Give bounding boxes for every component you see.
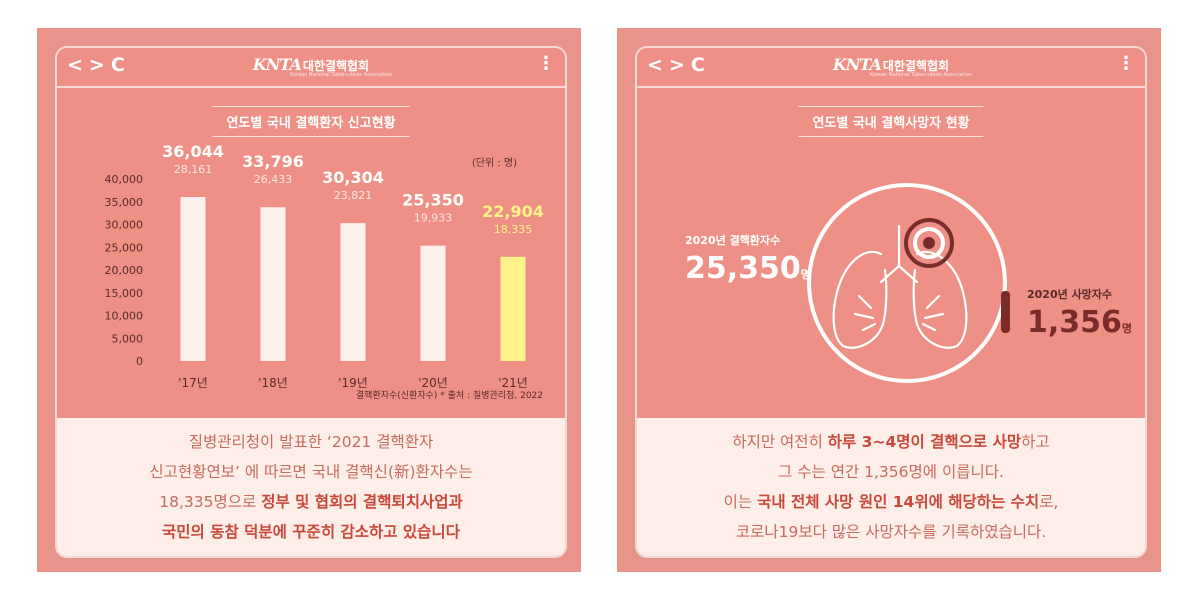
bar-sub-label: 18,335 xyxy=(494,223,533,236)
y-tick-label: 40,000 xyxy=(105,173,144,186)
menu-icon[interactable]: ⋮ xyxy=(537,53,555,74)
logo-mark: KNTA xyxy=(832,55,882,74)
left-card: <>C KNTA 대한결핵협회 Korean National Tuberculo… xyxy=(37,28,581,572)
bar-value-label: 36,044 xyxy=(162,142,224,161)
bar-sub-label: 26,433 xyxy=(254,173,293,186)
bar-value-label: 25,350 xyxy=(402,191,464,210)
left-window: <>C KNTA 대한결핵협회 Korean National Tuberculo… xyxy=(55,46,567,558)
desc-line-3: 18,335명으로 정부 및 협회의 결핵퇴치사업과 xyxy=(159,493,463,511)
target-icon xyxy=(904,218,954,268)
right-window: <>C KNTA 대한결핵협회 Korean National Tuberculo… xyxy=(635,46,1147,558)
lungs-icon xyxy=(832,224,968,349)
logo: KNTA 대한결핵협회 Korean National Tuberculosis … xyxy=(57,55,565,78)
menu-icon[interactable]: ⋮ xyxy=(1117,53,1135,74)
right-card: <>C KNTA 대한결핵협회 Korean National Tuberculo… xyxy=(617,28,1161,572)
deaths-value: 1,356명 xyxy=(1027,305,1132,340)
bar-sub-label: 19,933 xyxy=(414,212,453,225)
desc-line-4: 코로나19보다 많은 사망자수를 기록하였습니다. xyxy=(735,523,1047,541)
bar-value-label: 33,796 xyxy=(242,152,304,171)
bar-sub-label: 23,821 xyxy=(334,189,373,202)
y-tick-label: 20,000 xyxy=(105,264,144,277)
back-icon[interactable]: < xyxy=(647,54,669,76)
logo-name: 대한결핵협회 xyxy=(302,59,370,73)
left-nav: <>C xyxy=(67,54,131,76)
bar-value-label: 22,904 xyxy=(482,202,544,221)
bar xyxy=(420,245,446,361)
death-marker xyxy=(1001,291,1010,333)
forward-icon[interactable]: > xyxy=(88,54,111,76)
y-tick-label: 15,000 xyxy=(105,287,144,300)
y-tick-label: 30,000 xyxy=(105,219,144,232)
reload-icon[interactable]: C xyxy=(110,54,131,76)
bar xyxy=(500,256,526,361)
x-tick-label: '21년 xyxy=(498,376,528,390)
logo-subtitle: Korean National Tuberculosis Association xyxy=(289,72,393,78)
back-icon[interactable]: < xyxy=(67,54,89,76)
unit-label: (단위 : 명) xyxy=(472,156,517,169)
bar-value-label: 30,304 xyxy=(322,168,384,187)
logo: KNTA 대한결핵협회 Korean National Tuberculosis … xyxy=(637,55,1145,78)
y-tick-label: 10,000 xyxy=(105,310,144,323)
bar xyxy=(340,223,366,361)
right-nav: <>C xyxy=(647,54,711,76)
deaths-label: 2020년 사망자수 xyxy=(1027,287,1112,301)
bar-sub-label: 28,161 xyxy=(174,163,213,176)
reload-icon[interactable]: C xyxy=(690,54,711,76)
y-tick-label: 25,000 xyxy=(105,241,144,254)
lung-circle xyxy=(807,183,1007,383)
source-note: 결핵환자수(신환자수) * 출처 : 질병관리청, 2022 xyxy=(356,389,543,401)
x-tick-label: '19년 xyxy=(338,376,368,390)
forward-icon[interactable]: > xyxy=(668,54,691,76)
right-description: 하지만 여전히 하루 3~4명이 결핵으로 사망하고 그 수는 연간 1,356… xyxy=(637,418,1145,556)
deaths-infographic: 2020년 결핵환자수 25,350명 2020년 사망자수 1,356명 xyxy=(685,183,1132,383)
desc-line-4: 국민의 동참 덕분에 꾸준히 감소하고 있습니다 xyxy=(162,523,460,541)
chart-title-badge: 연도별 국내 결핵환자 신고현황 xyxy=(212,106,410,137)
x-tick-label: '17년 xyxy=(178,376,208,390)
desc-line-1: 하지만 여전히 하루 3~4명이 결핵으로 사망하고 xyxy=(732,433,1050,451)
patients-value: 25,350명 xyxy=(685,251,811,286)
desc-line-2: 그 수는 연간 1,356명에 이릅니다. xyxy=(778,463,1004,481)
bar xyxy=(260,207,286,361)
logo-mark: KNTA xyxy=(252,55,302,74)
x-tick-label: '20년 xyxy=(418,376,448,390)
x-tick-label: '18년 xyxy=(258,376,288,390)
desc-line-1: 질병관리청이 발표한 ‘2021 결핵환자 xyxy=(188,433,434,451)
deaths-title-badge: 연도별 국내 결핵사망자 현황 xyxy=(798,106,984,137)
bar xyxy=(180,196,206,361)
y-tick-label: 35,000 xyxy=(105,196,144,209)
left-description: 질병관리청이 발표한 ‘2021 결핵환자 신고현황연보’ 에 따르면 국내 결… xyxy=(57,418,565,556)
patients-label: 2020년 결핵환자수 xyxy=(685,233,780,247)
logo-name: 대한결핵협회 xyxy=(882,59,950,73)
bar-chart: (단위 : 명) 0 5,000 10,000 15,000 20,000 25,000 3… xyxy=(105,142,544,401)
y-tick-label: 5,000 xyxy=(112,332,144,345)
y-tick-label: 0 xyxy=(136,355,143,368)
right-titlebar: <>C KNTA 대한결핵협회 Korean National Tuberculo… xyxy=(637,48,1145,88)
desc-line-2: 신고현황연보’ 에 따르면 국내 결핵신(新)환자수는 xyxy=(149,463,473,481)
desc-line-3: 이는 국내 전체 사망 원인 14위에 해당하는 수치로, xyxy=(723,493,1059,511)
left-titlebar: <>C KNTA 대한결핵협회 Korean National Tuberculo… xyxy=(57,48,565,88)
logo-subtitle: Korean National Tuberculosis Association xyxy=(869,72,973,78)
